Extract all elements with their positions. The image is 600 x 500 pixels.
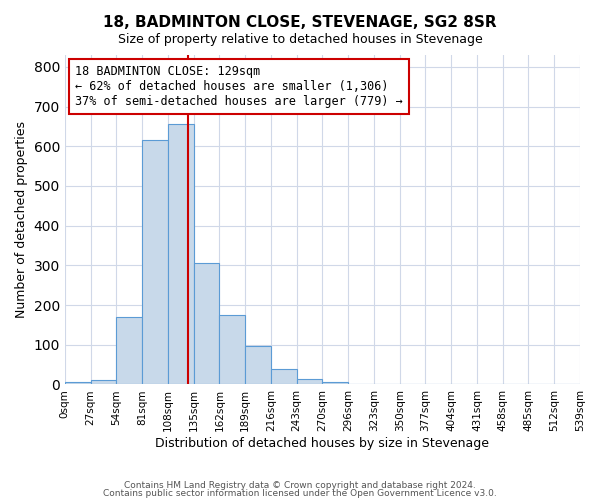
- Bar: [322, 382, 348, 384]
- X-axis label: Distribution of detached houses by size in Stevenage: Distribution of detached houses by size …: [155, 437, 490, 450]
- Text: Contains public sector information licensed under the Open Government Licence v3: Contains public sector information licen…: [103, 488, 497, 498]
- Bar: [245, 346, 271, 385]
- Bar: [91, 380, 116, 384]
- Bar: [142, 140, 168, 384]
- Bar: [271, 368, 296, 384]
- Bar: [65, 382, 91, 384]
- Text: Contains HM Land Registry data © Crown copyright and database right 2024.: Contains HM Land Registry data © Crown c…: [124, 481, 476, 490]
- Text: 18, BADMINTON CLOSE, STEVENAGE, SG2 8SR: 18, BADMINTON CLOSE, STEVENAGE, SG2 8SR: [103, 15, 497, 30]
- Text: Size of property relative to detached houses in Stevenage: Size of property relative to detached ho…: [118, 32, 482, 46]
- Bar: [296, 380, 322, 384]
- Bar: [194, 264, 220, 384]
- Bar: [220, 315, 245, 384]
- Text: 18 BADMINTON CLOSE: 129sqm
← 62% of detached houses are smaller (1,306)
37% of s: 18 BADMINTON CLOSE: 129sqm ← 62% of deta…: [75, 65, 403, 108]
- Y-axis label: Number of detached properties: Number of detached properties: [15, 121, 28, 318]
- Bar: [116, 317, 142, 384]
- Bar: [168, 124, 194, 384]
